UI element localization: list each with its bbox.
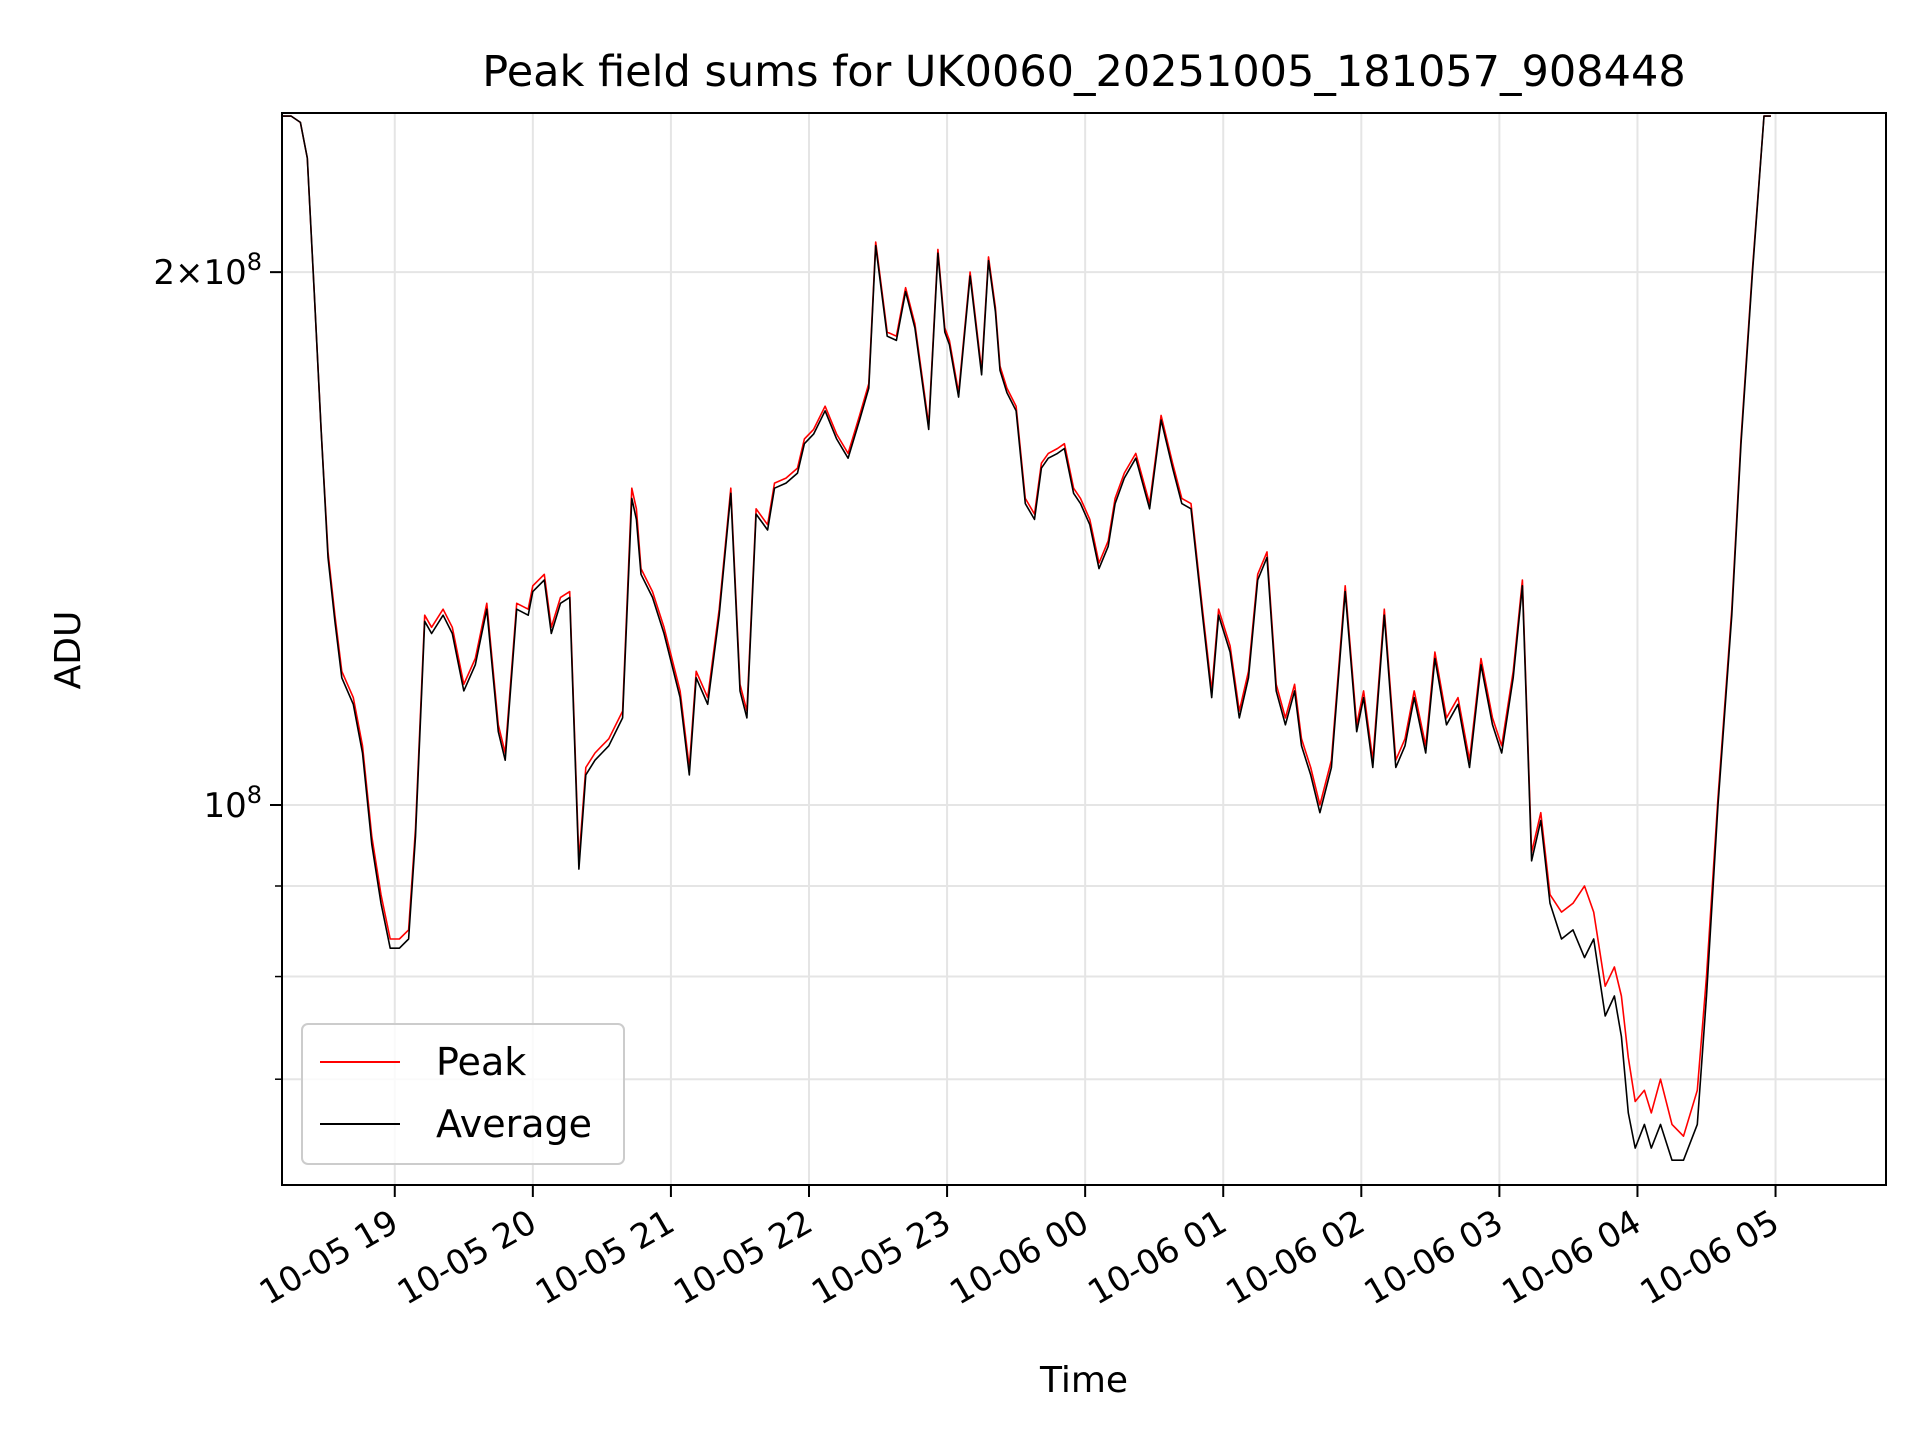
x-axis-title: Time (1039, 1360, 1128, 1401)
series-line-average (282, 115, 1771, 1161)
y-axis: 108 2×108 (153, 248, 282, 1080)
grid (282, 113, 1886, 1185)
y-axis-title: ADU (48, 611, 89, 690)
legend-label-average: Average (436, 1102, 592, 1146)
chart-title: Peak field sums for UK0060_20251005_1810… (482, 47, 1685, 97)
y-tick-label: 108 (203, 781, 262, 826)
legend-box (301, 1023, 625, 1165)
series-line-peak (282, 115, 1771, 1137)
plot-area (282, 115, 1771, 1161)
legend: Peak Average (301, 1023, 625, 1165)
plot-frame (281, 112, 1887, 1186)
legend-label-peak: Peak (436, 1040, 526, 1084)
y-tick-label: 2×108 (153, 248, 262, 293)
